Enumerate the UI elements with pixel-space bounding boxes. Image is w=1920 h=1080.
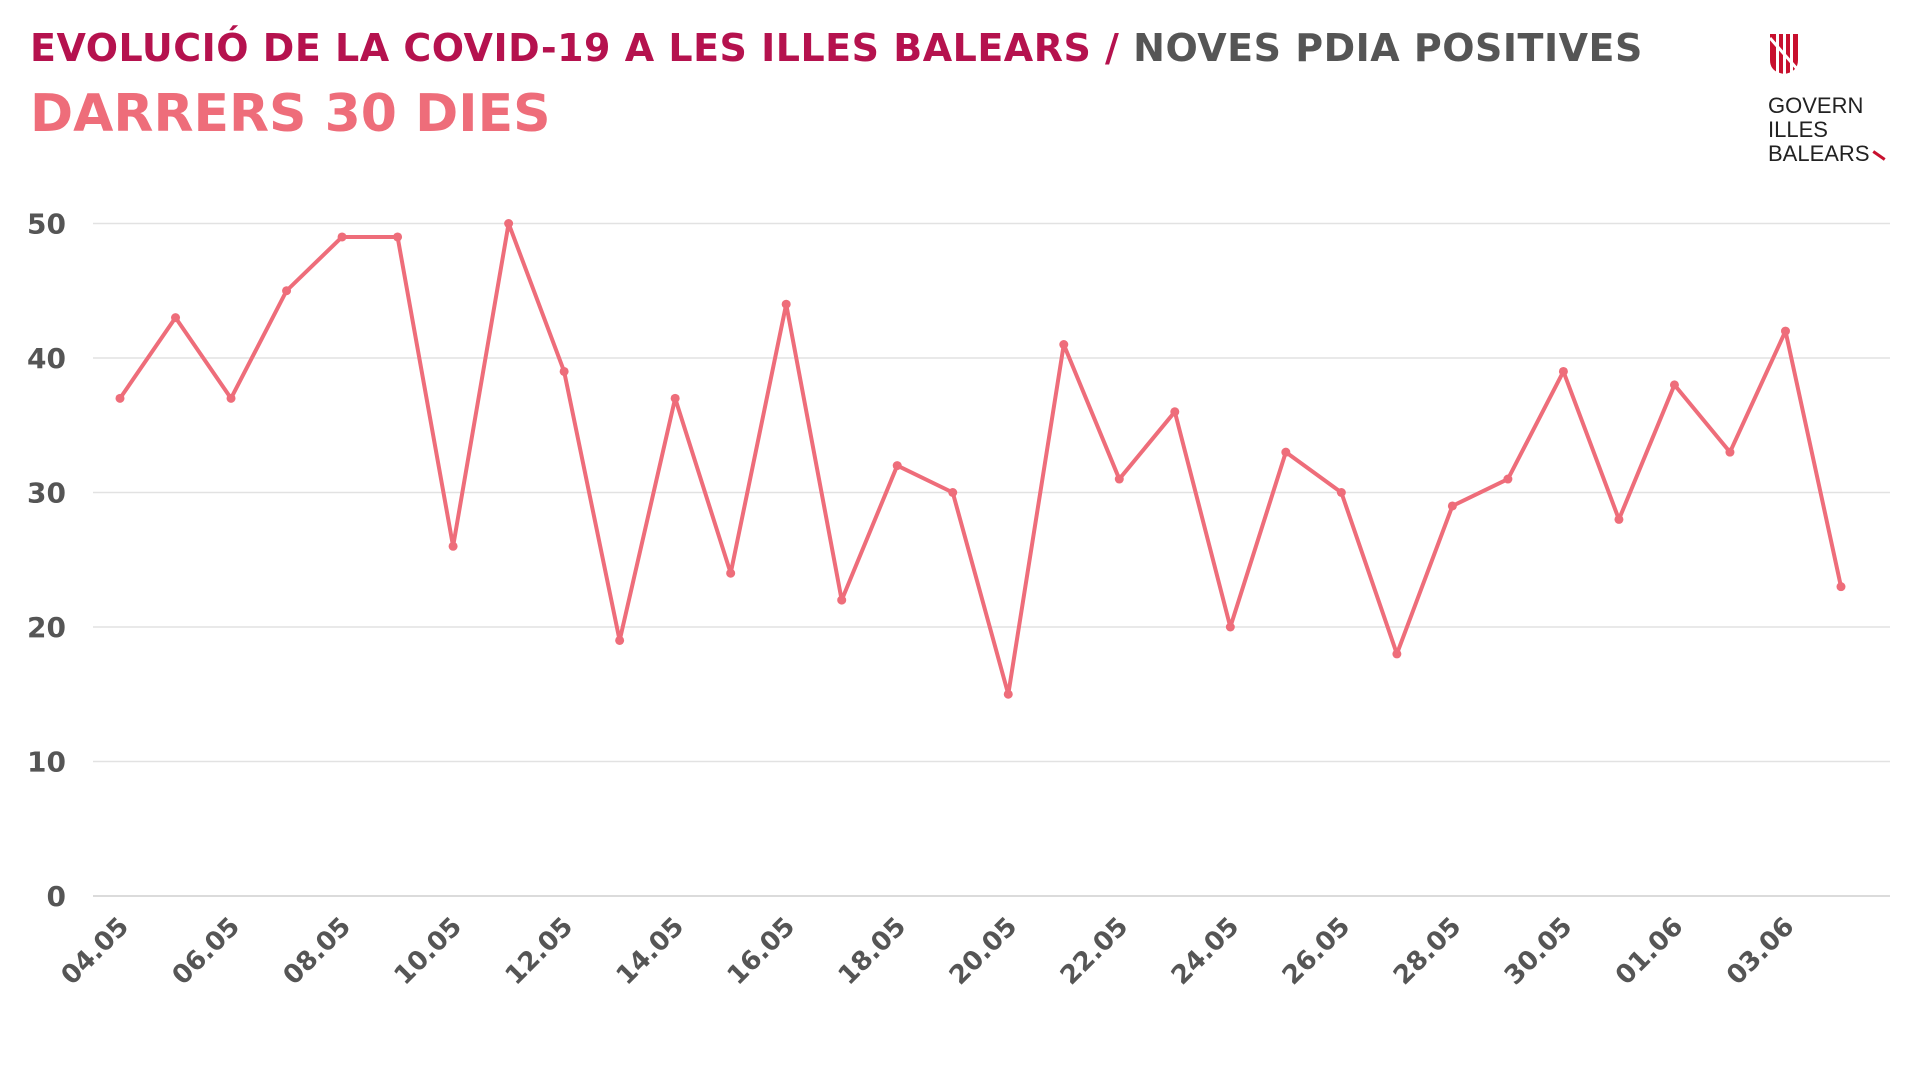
data-point — [1392, 649, 1402, 659]
x-tick-label: 06.05 — [167, 912, 246, 991]
data-point — [1059, 340, 1069, 350]
x-tick-label: 24.05 — [1166, 912, 1245, 991]
data-point — [615, 635, 625, 645]
logo-line-1: GOVERN — [1768, 93, 1864, 118]
data-point — [1725, 447, 1735, 457]
data-point — [1003, 689, 1013, 699]
y-tick-label: 10 — [27, 746, 66, 779]
x-tick-label: 12.05 — [500, 912, 579, 991]
data-point — [115, 393, 125, 403]
data-point — [1503, 474, 1513, 484]
x-tick-label: 14.05 — [611, 912, 690, 991]
data-point — [1281, 447, 1291, 457]
data-point — [1170, 407, 1180, 417]
data-point — [393, 232, 403, 242]
data-point — [1836, 582, 1846, 592]
data-point — [837, 595, 847, 605]
x-tick-label: 26.05 — [1277, 912, 1356, 991]
y-tick-label: 20 — [27, 611, 66, 644]
data-point — [726, 568, 736, 578]
title-main: EVOLUCIÓ DE LA COVID-19 A LES ILLES BALE… — [30, 26, 1092, 70]
data-point — [1558, 366, 1568, 376]
data-point — [226, 393, 236, 403]
data-point — [1614, 514, 1624, 524]
x-tick-label: 20.05 — [944, 912, 1023, 991]
chart-title: EVOLUCIÓ DE LA COVID-19 A LES ILLES BALE… — [30, 26, 1643, 70]
y-tick-label: 40 — [27, 342, 66, 375]
coat-of-arms-icon — [1768, 34, 1800, 74]
data-point — [282, 286, 292, 296]
x-tick-label: 18.05 — [833, 912, 912, 991]
data-point — [559, 366, 569, 376]
y-tick-label: 0 — [47, 880, 66, 913]
data-point — [1780, 326, 1790, 336]
data-point — [171, 313, 181, 323]
x-tick-label: 01.06 — [1610, 912, 1689, 991]
x-tick-label: 08.05 — [278, 912, 357, 991]
x-tick-label: 10.05 — [389, 912, 468, 991]
series-line — [118, 221, 1843, 697]
x-tick-label: 16.05 — [722, 912, 801, 991]
data-point — [1114, 474, 1124, 484]
x-tick-label: 28.05 — [1388, 912, 1467, 991]
data-point — [670, 393, 680, 403]
data-point — [448, 541, 458, 551]
x-tick-label: 22.05 — [1055, 912, 1134, 991]
chart-subtitle: DARRERS 30 DIES — [30, 84, 551, 144]
data-point — [1669, 380, 1679, 390]
title-secondary: NOVES PDIA POSITIVES — [1133, 26, 1643, 70]
x-tick-label: 30.05 — [1499, 912, 1578, 991]
data-point — [892, 461, 902, 471]
title-separator: / — [1091, 26, 1134, 70]
data-point — [948, 488, 958, 497]
logo-line-2: ILLES — [1768, 117, 1828, 142]
data-point — [781, 299, 791, 309]
data-point — [1336, 488, 1346, 497]
data-point — [337, 232, 347, 242]
x-tick-label: 04.05 — [56, 912, 135, 991]
logo-line-3: BALEARS — [1768, 142, 1908, 166]
data-point — [1225, 622, 1235, 632]
y-tick-label: 30 — [27, 477, 66, 510]
govern-illes-balears-logo: GOVERN ILLES BALEARS — [1768, 32, 1908, 166]
data-point — [504, 219, 514, 228]
y-tick-label: 50 — [27, 208, 66, 241]
data-point — [1447, 501, 1457, 511]
x-tick-label: 03.06 — [1721, 912, 1800, 991]
